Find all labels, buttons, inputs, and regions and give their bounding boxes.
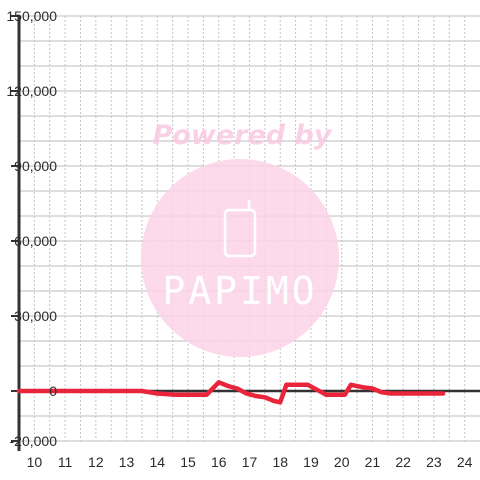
x-tick-label: 20 xyxy=(334,454,350,470)
x-tick-label: 14 xyxy=(150,454,166,470)
x-tick-label: 13 xyxy=(119,454,135,470)
y-tick-label: 30,000 xyxy=(14,308,57,324)
watermark-text: Powered by xyxy=(153,120,333,151)
x-tick-label: 11 xyxy=(58,454,73,470)
y-tick-label: 60,000 xyxy=(14,233,57,249)
x-tick-label: 18 xyxy=(272,454,288,470)
y-tick-label: -20,000 xyxy=(10,433,58,449)
x-tick-label: 16 xyxy=(211,454,227,470)
x-tick-label: 15 xyxy=(180,454,196,470)
x-tick-label: 24 xyxy=(457,454,473,470)
x-tick-label: 23 xyxy=(426,454,442,470)
watermark: Powered by PAPIMO xyxy=(141,120,339,357)
y-tick-label: 90,000 xyxy=(14,158,57,174)
x-tick-label: 19 xyxy=(303,454,319,470)
x-tick-label: 21 xyxy=(365,454,381,470)
x-tick-label: 22 xyxy=(395,454,411,470)
series-line xyxy=(16,380,446,405)
watermark-circle xyxy=(141,159,339,357)
tick-labels: -20,000 0 30,000 60,000 90,000 120,000 150,000… xyxy=(6,8,472,470)
x-tick-label: 10 xyxy=(27,454,43,470)
phone-icon xyxy=(223,200,257,258)
y-tick-label: 0 xyxy=(49,383,57,399)
watermark-logo-text: PAPIMO xyxy=(162,269,317,313)
x-tick-label: 17 xyxy=(242,454,258,470)
series-layer xyxy=(16,380,446,405)
y-tick-label: 150,000 xyxy=(6,8,57,24)
y-tick-label: 120,000 xyxy=(6,83,57,99)
x-tick-label: 12 xyxy=(88,454,104,470)
